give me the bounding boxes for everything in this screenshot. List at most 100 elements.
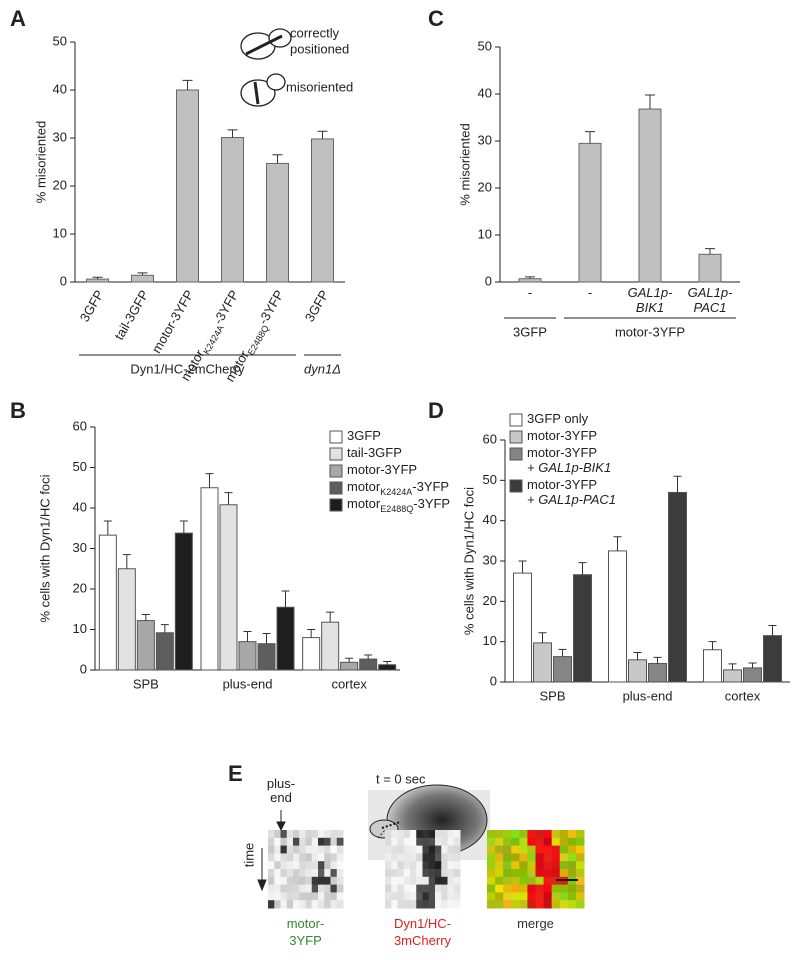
kymograph-pixel: [575, 900, 585, 909]
kymograph-pixel: [403, 853, 411, 862]
kymograph-pixel: [385, 845, 392, 854]
kymograph-pixel: [397, 837, 405, 847]
x-tick-label: cortex: [725, 688, 761, 703]
error-bar: [578, 562, 587, 575]
kymograph-pixel: [311, 876, 319, 886]
legend-swatch: [509, 447, 523, 461]
kymograph-pixel: [575, 884, 585, 893]
kymograph-pixel: [336, 900, 344, 909]
kymograph-pixel: [527, 861, 536, 870]
kymograph-pixel: [551, 884, 561, 893]
kymograph-pixel: [268, 837, 275, 847]
time-axis-label: time: [241, 843, 256, 868]
kymograph-pixel: [385, 853, 392, 862]
kymograph-pixel: [385, 837, 392, 847]
kymograph-pixel: [330, 830, 338, 839]
y-axis-label: % cells with Dyn1/HC foci: [37, 474, 52, 622]
y-tick-label: 30: [73, 540, 87, 555]
kymograph-pixel: [551, 861, 561, 870]
kymograph-pixel: [453, 845, 461, 854]
kymograph-pixel: [385, 830, 392, 839]
kymograph-pixel: [286, 892, 294, 901]
kymograph-pixel: [286, 884, 294, 893]
kymograph-pixel: [575, 869, 585, 878]
kymograph-pixel: [503, 845, 512, 854]
legend-swatch: [509, 479, 523, 493]
kymograph-pixel: [280, 869, 288, 878]
kymograph-pixel: [527, 900, 536, 909]
bar: [321, 621, 340, 671]
kymograph-pixel: [503, 830, 512, 839]
kymograph-pixel: [435, 830, 442, 839]
kymograph-pixel: [453, 884, 461, 893]
kymograph-pixel: [519, 853, 528, 862]
kymograph-pixel: [305, 900, 313, 909]
kymographs: [268, 830, 585, 909]
kymograph-pixel: [519, 892, 528, 901]
x-tick-label: SPB: [133, 676, 159, 691]
kymograph-pixel: [318, 900, 325, 909]
y-axis-label: % misoriented: [457, 123, 472, 205]
annotation: misoriented: [286, 79, 353, 94]
kymograph-pixel: [305, 853, 313, 862]
kymograph-pixel: [385, 884, 392, 893]
error-bar: [538, 632, 547, 643]
y-tick-label: 0: [485, 273, 492, 288]
kymograph-pixel: [391, 845, 398, 854]
kymograph-pixel: [274, 853, 281, 862]
kymograph-pixel: [397, 830, 405, 839]
kymograph-pixel: [324, 869, 331, 878]
kymograph-pixel: [575, 892, 585, 901]
bar: [743, 667, 762, 683]
kymograph-pixel: [293, 853, 300, 862]
y-tick-label: 60: [483, 431, 497, 446]
kymograph-pixel: [324, 900, 331, 909]
kymograph-pixel: [495, 892, 504, 901]
error-bar: [103, 520, 112, 536]
x-tick-label: -: [588, 285, 592, 300]
kymograph-pixel: [324, 837, 331, 847]
error-bar: [525, 276, 535, 279]
kymograph-pixel: [336, 853, 344, 862]
panel-letter: C: [428, 6, 444, 31]
y-tick-label: 20: [53, 177, 67, 192]
legend-swatch: [329, 498, 343, 512]
kymograph-pixel: [410, 900, 417, 909]
kymograph-pixel: [543, 892, 553, 901]
kymograph-pixel: [441, 861, 448, 870]
annotation: positioned: [290, 41, 349, 56]
kymograph-pixel: [441, 845, 448, 854]
kymograph-pixel: [299, 861, 306, 870]
error-bar: [673, 475, 682, 493]
kymograph-pixel: [274, 900, 281, 909]
kymograph-pixel: [535, 830, 545, 839]
kymograph-pixel: [410, 892, 417, 901]
kymograph-pixel: [428, 869, 436, 878]
kymograph-pixel: [575, 876, 585, 886]
kymograph-pixel: [551, 876, 561, 886]
group-label: dyn1Δ: [304, 361, 341, 376]
kymograph-pixel: [511, 861, 520, 870]
kymograph-pixel: [274, 884, 281, 893]
kymograph-pixel: [503, 837, 512, 847]
kymograph-pixel: [503, 884, 512, 893]
kymograph-pixel: [336, 876, 344, 886]
kymograph-pixel: [441, 830, 448, 839]
kymograph-pixel: [410, 884, 417, 893]
kymograph-pixel: [286, 869, 294, 878]
x-tick-label: plus-end: [623, 688, 673, 703]
error-bar: [262, 633, 271, 644]
kymograph-pixel: [324, 884, 331, 893]
bar: [200, 487, 219, 671]
bar: [238, 641, 257, 671]
kymograph-pixel: [293, 861, 300, 870]
kymograph-pixel: [435, 884, 442, 893]
bar: [578, 142, 602, 283]
bar: [628, 659, 647, 683]
x-tick-label: -: [528, 285, 532, 300]
kymograph-pixel: [567, 884, 577, 893]
kymograph-pixel: [511, 869, 520, 878]
kymograph-pixel: [511, 892, 520, 901]
plus-end-label: plus-end: [267, 776, 295, 805]
kymograph-pixel: [453, 876, 461, 886]
